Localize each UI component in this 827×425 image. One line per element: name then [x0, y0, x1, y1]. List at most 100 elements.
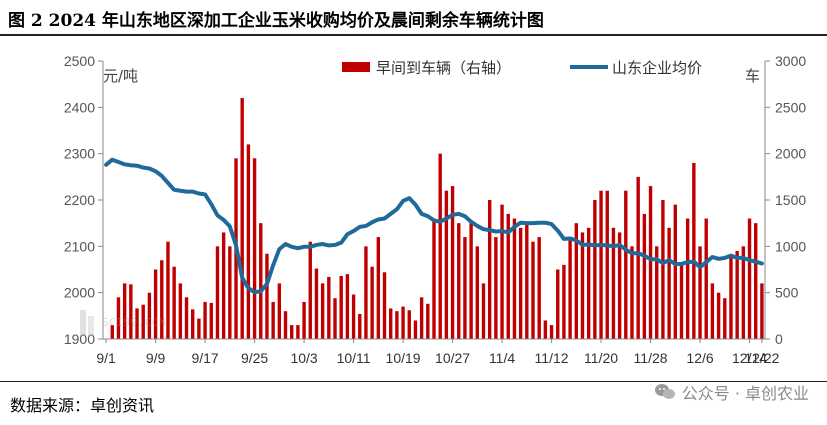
bar [723, 298, 727, 339]
x-tick-label: 9/9 [146, 350, 166, 366]
bar [147, 292, 152, 339]
logo-icon [80, 310, 94, 336]
left-tick-label: 2500 [64, 53, 95, 69]
bar [611, 227, 616, 339]
bar [642, 213, 647, 339]
bar [494, 237, 498, 339]
bar [605, 190, 609, 339]
bar [698, 246, 702, 339]
bar [166, 241, 170, 339]
right-tick-label: 0 [775, 331, 783, 347]
bar [308, 241, 312, 339]
bar [754, 223, 758, 339]
right-tick-label: 1500 [775, 192, 806, 208]
bar [580, 232, 585, 339]
bar [413, 320, 418, 339]
bar [296, 325, 300, 339]
bar-series [110, 98, 764, 339]
x-tick-label: 11/12 [535, 350, 569, 366]
right-tick-label: 3000 [775, 53, 806, 69]
bar [432, 218, 436, 339]
bar [265, 253, 269, 339]
bar [426, 303, 430, 339]
bar [556, 269, 560, 339]
bar [407, 310, 411, 339]
bar [215, 246, 220, 339]
left-tick-label: 2000 [64, 285, 95, 301]
bar [487, 200, 492, 339]
bar [655, 246, 659, 339]
bar [586, 227, 591, 339]
bar [617, 232, 622, 339]
bar [543, 320, 548, 339]
logo-text: SCI99.COM [102, 316, 167, 329]
bar [382, 272, 387, 339]
bar [741, 246, 746, 339]
bar [469, 223, 473, 339]
bar [327, 276, 331, 339]
bar [135, 308, 139, 339]
bar [197, 318, 201, 339]
bar [116, 297, 121, 339]
bar [172, 266, 176, 339]
bar [692, 162, 696, 339]
x-tick-label: 10/3 [290, 350, 317, 366]
x-tick-label: 12/6 [686, 350, 713, 366]
chart-title: 图 2 2024 年山东地区深加工企业玉米收购均价及晨间剩余车辆统计图 [8, 11, 544, 31]
bar [630, 246, 634, 339]
bar [252, 158, 257, 339]
sci99-logo: SCI99.COM [78, 306, 218, 342]
bar [351, 294, 356, 339]
bar [339, 275, 343, 339]
bar [512, 218, 517, 339]
right-tick-label: 500 [775, 285, 799, 301]
bar [401, 306, 405, 339]
wechat-icon [654, 384, 675, 399]
bar [419, 297, 424, 339]
bar [481, 283, 486, 339]
watermark-text: 公众号 · 卓创农业 [681, 384, 809, 403]
x-tick-label: 10/27 [435, 350, 470, 366]
bar [525, 223, 529, 339]
bar [500, 204, 504, 339]
bar [302, 301, 306, 339]
bar [110, 325, 114, 339]
bar [240, 98, 244, 339]
bar [395, 311, 399, 339]
right-axis-unit: 车 [745, 67, 760, 85]
bar [191, 309, 195, 339]
bar [277, 283, 282, 339]
bar [283, 311, 288, 339]
bar [599, 190, 603, 339]
bar [320, 283, 325, 339]
left-tick-label: 2400 [64, 99, 95, 115]
bar [457, 223, 461, 339]
bar [259, 223, 263, 339]
bar [729, 257, 733, 339]
footer-divider [0, 381, 827, 382]
x-tick-label: 10/11 [337, 350, 371, 366]
bar [221, 232, 226, 339]
bar [209, 302, 213, 339]
bar [129, 284, 133, 339]
x-tick-label: 9/1 [96, 350, 116, 366]
bar [376, 237, 381, 339]
bar [673, 204, 677, 339]
bar [160, 260, 164, 339]
legend-bar-swatch [342, 62, 370, 72]
data-source: 数据来源：卓创资讯 [10, 396, 155, 415]
bar [184, 297, 189, 339]
bar [506, 213, 510, 339]
bar [648, 186, 653, 339]
x-tick-label: 9/25 [241, 350, 268, 366]
bar [122, 283, 127, 339]
bar [271, 301, 275, 339]
left-tick-label: 1900 [64, 331, 95, 347]
bar [704, 218, 708, 339]
bar [760, 283, 764, 339]
bar [370, 266, 374, 339]
bar [716, 292, 721, 339]
bar [444, 190, 449, 339]
price-line [104, 157, 764, 295]
bar [475, 246, 480, 339]
